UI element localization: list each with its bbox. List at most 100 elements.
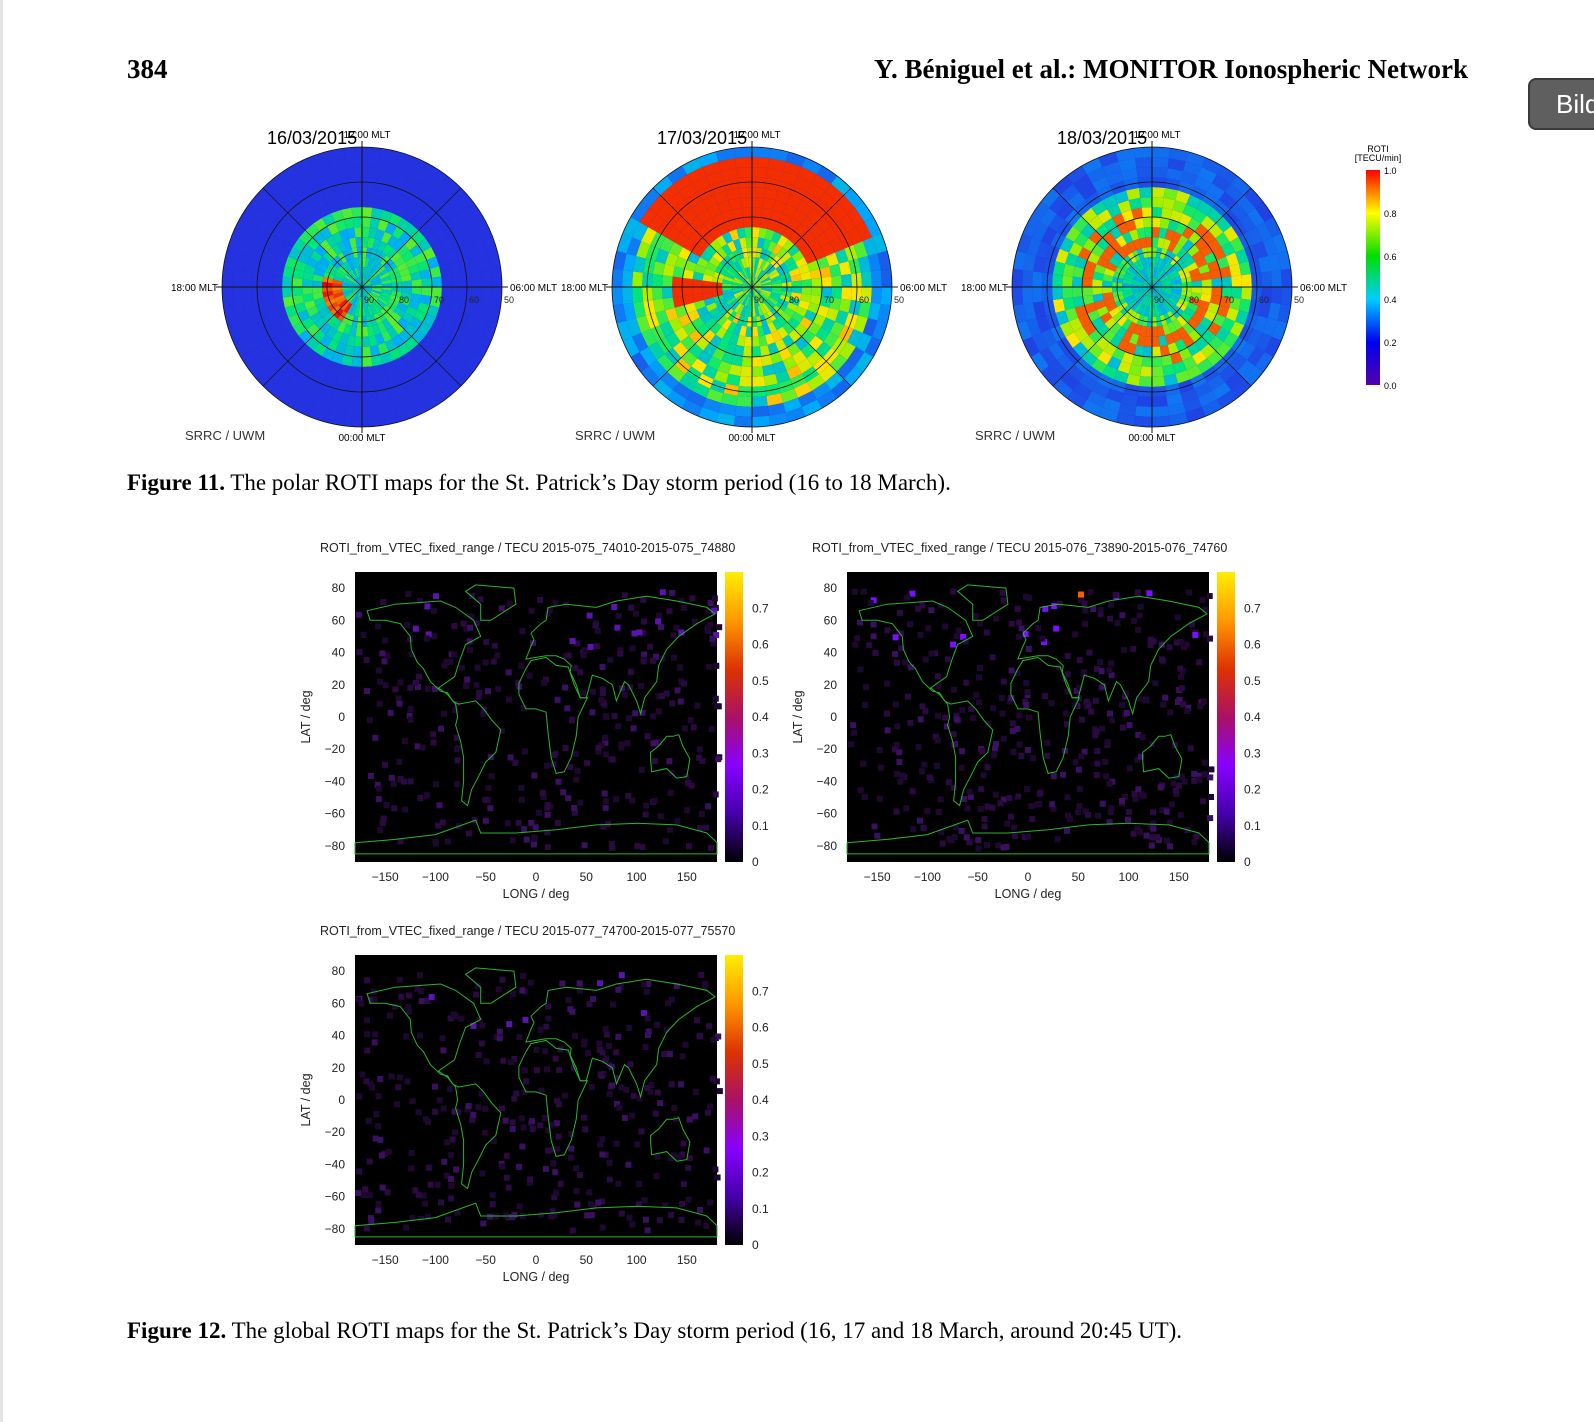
roti-cell (357, 287, 362, 297)
roti-pixel (1022, 631, 1029, 638)
roti-cell (1178, 213, 1192, 227)
roti-pixel (395, 1084, 402, 1091)
roti-cell (1155, 295, 1162, 306)
roti-pixel (1134, 589, 1141, 596)
roti-cell (351, 356, 362, 367)
roti-pixel (512, 759, 519, 766)
y-tick-label: 80 (332, 581, 346, 595)
roti-pixel (576, 987, 583, 994)
roti-pixel (565, 652, 572, 659)
y-tick-label: 60 (332, 613, 346, 627)
roti-pixel (397, 679, 404, 686)
roti-pixel (1037, 789, 1044, 796)
roti-pixel (627, 669, 634, 676)
roti-pixel (1107, 808, 1114, 815)
roti-pixel (437, 1199, 444, 1206)
roti-cell (757, 325, 765, 337)
roti-pixel (568, 1131, 575, 1138)
roti-pixel (526, 1176, 533, 1183)
figure-12-caption: Figure 12. The global ROTI maps for the … (127, 1318, 1182, 1344)
roti-pixel (488, 773, 495, 780)
roti-pixel (433, 593, 440, 600)
roti-pixel (380, 599, 387, 606)
roti-cell (1261, 287, 1272, 303)
roti-cell (372, 238, 382, 251)
roti-cell (1157, 325, 1165, 337)
roti-pixel (1064, 671, 1071, 678)
roti-pixel (1199, 798, 1206, 805)
roti-cell (1162, 197, 1176, 210)
roti-cell (1041, 227, 1057, 245)
roti-cell (367, 237, 375, 249)
roti-pixel (603, 1031, 610, 1038)
roti-cell (1190, 274, 1202, 282)
roti-pixel (487, 805, 494, 812)
roti-cell (433, 226, 449, 242)
roti-pixel (392, 686, 399, 693)
roti-cell (1162, 302, 1171, 313)
roti-cell (1022, 287, 1034, 304)
roti-cell (1264, 217, 1282, 238)
roti-pixel (475, 1104, 482, 1111)
cbar-tick-label: 0.1 (752, 1202, 769, 1216)
roti-pixel (896, 758, 903, 765)
roti-pixel (1026, 714, 1033, 721)
roti-cell (1231, 175, 1251, 196)
roti-cell (1195, 306, 1208, 317)
roti-pixel (360, 1192, 367, 1199)
roti-cell (761, 354, 773, 367)
roti-pixel (382, 682, 389, 689)
roti-cell (1152, 282, 1162, 287)
roti-cell (816, 256, 830, 269)
roti-cell (794, 176, 812, 192)
roti-pixel (1172, 787, 1179, 794)
roti-cell (1182, 322, 1195, 335)
roti-pixel (375, 623, 382, 630)
roti-pixel (1076, 786, 1083, 793)
roti-cell (401, 287, 412, 294)
roti-pixel (581, 647, 588, 654)
roti-cell (362, 356, 373, 367)
roti-pixel (626, 1024, 633, 1031)
roti-cell (764, 229, 775, 241)
roti-cell (838, 261, 852, 276)
roti-pixel (1146, 590, 1153, 597)
roti-pixel (657, 623, 664, 630)
roti-pixel (359, 1071, 366, 1078)
roti-pixel (523, 1078, 530, 1085)
roti-pixel (1150, 825, 1157, 832)
roti-cell (757, 258, 764, 269)
roti-cell (1141, 207, 1152, 218)
roti-cell (302, 271, 314, 281)
roti-pixel (1053, 625, 1060, 632)
roti-pixel (645, 981, 652, 988)
roti-cell (1130, 263, 1140, 273)
coastline (1017, 595, 1208, 716)
roti-pixel (496, 1028, 503, 1035)
roti-cell (1197, 358, 1213, 374)
roti-pixel (615, 723, 622, 730)
roti-cell (870, 270, 882, 287)
roti-pixel (630, 1092, 637, 1099)
roti-cell (482, 320, 498, 341)
roti-cell (352, 283, 362, 287)
roti-cell (1092, 287, 1103, 295)
roti-cell (1152, 207, 1163, 218)
roti-cell (1161, 287, 1172, 290)
roti-cell (662, 275, 673, 287)
roti-cell (1108, 307, 1121, 318)
roti-cell (1145, 326, 1152, 337)
coastline (366, 983, 502, 1190)
roti-cell (1082, 294, 1095, 306)
roti-pixel (518, 662, 525, 669)
roti-cell (1157, 237, 1165, 249)
ring-label: 80 (399, 295, 409, 305)
side-tab-button[interactable]: Bild (1528, 78, 1594, 130)
mlt-label-bottom: 00:00 MLT (728, 433, 775, 444)
roti-cell (351, 207, 362, 218)
roti-cell (655, 310, 669, 326)
roti-cell (772, 318, 783, 331)
roti-cell (1162, 261, 1171, 272)
roti-pixel (893, 741, 900, 748)
roti-cell (1177, 235, 1189, 248)
